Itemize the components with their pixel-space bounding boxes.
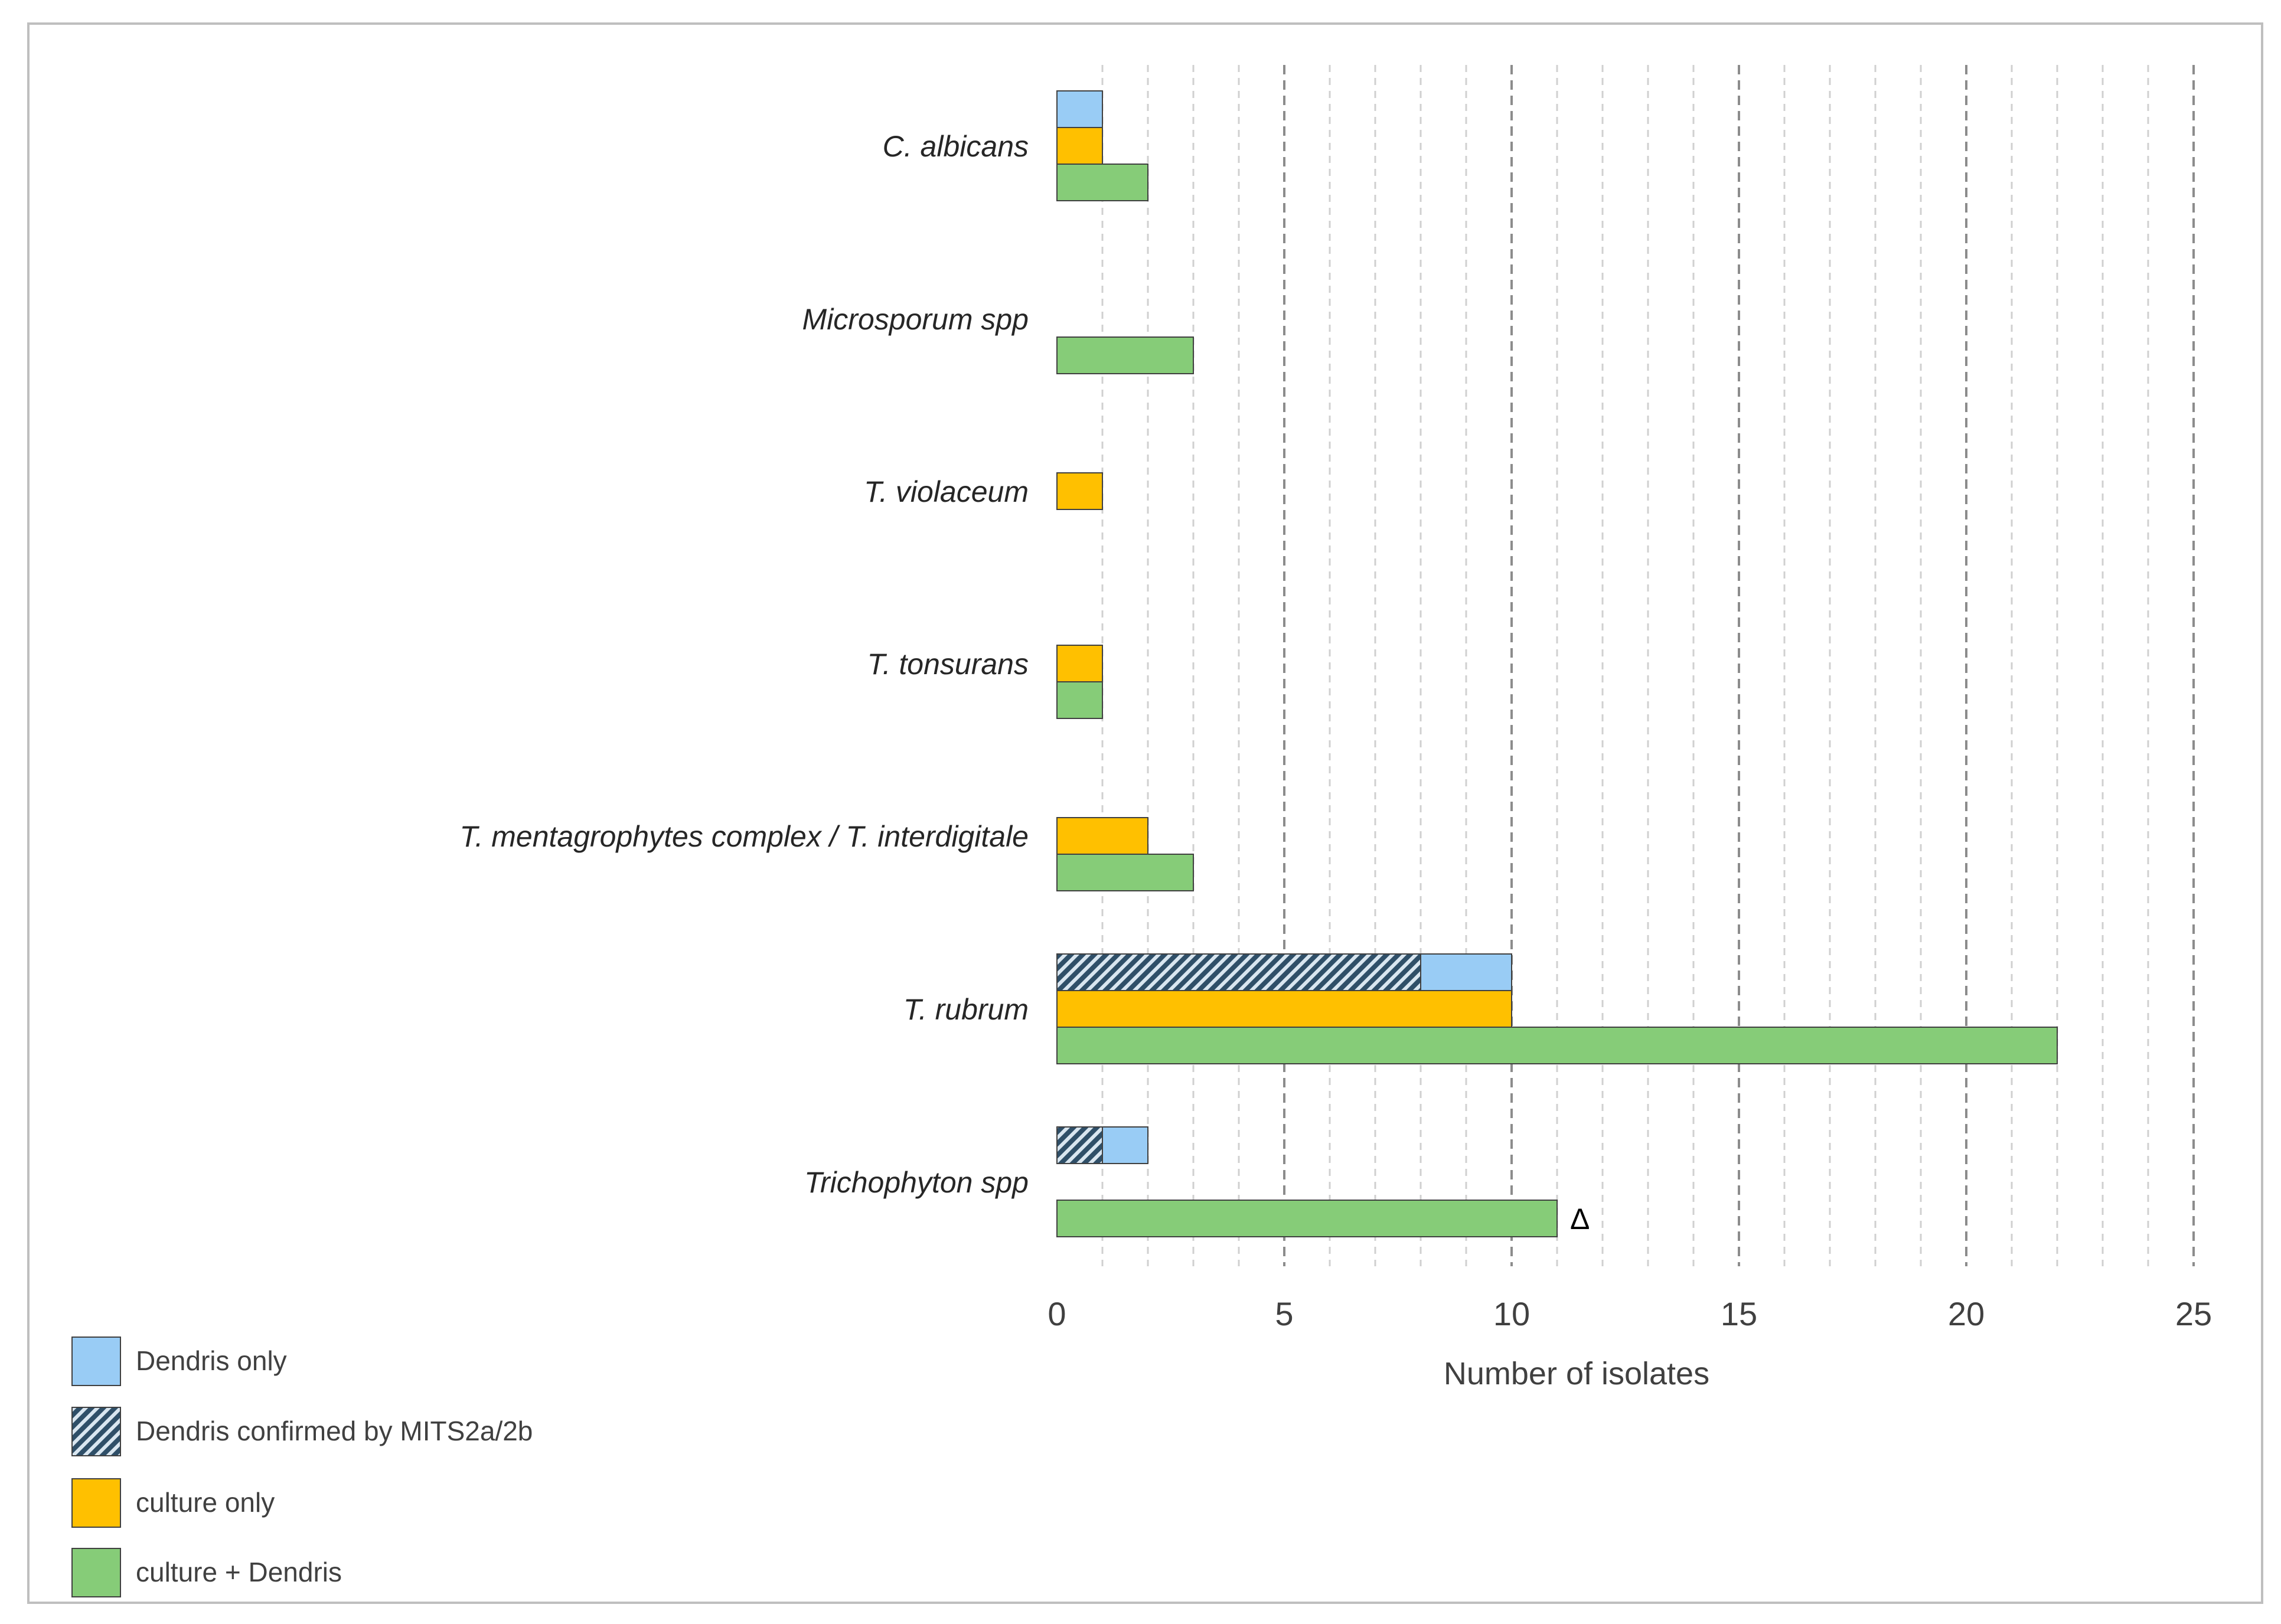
legend-swatch	[71, 1337, 121, 1386]
x-tick-label: 0	[1048, 1295, 1066, 1332]
bar-dendris-confirmed	[1056, 1126, 1103, 1164]
bar-dendris-only	[1056, 90, 1103, 128]
bar-culture-only	[1056, 990, 1512, 1028]
bar-culture-only	[1056, 472, 1103, 510]
chart-border	[27, 22, 2263, 1604]
category-label: C. albicans	[883, 130, 1029, 163]
legend-label: Dendris only	[136, 1345, 287, 1376]
legend-swatch	[71, 1478, 121, 1528]
legend: Dendris only Dendris confirmed by MITS2a/…	[71, 1337, 533, 1597]
category-label: Trichophyton spp	[804, 1166, 1029, 1199]
x-tick-label: 20	[1948, 1295, 1985, 1332]
bar-culture-only	[1056, 817, 1148, 855]
bar-dendris-only	[1102, 1126, 1148, 1164]
bar-culture-only	[1056, 127, 1103, 165]
legend-label: Dendris confirmed by MITS2a/2b	[136, 1416, 533, 1446]
bar-culture-dendris	[1056, 1200, 1558, 1237]
gridlines	[1101, 65, 2195, 1266]
legend-label: culture only	[136, 1487, 275, 1518]
category-labels: C. albicans Microsporum spp T. violaceum T.…	[460, 130, 1029, 1199]
legend-swatch	[71, 1407, 121, 1456]
bar-culture-dendris	[1056, 854, 1194, 891]
category-label: T. rubrum	[903, 993, 1029, 1026]
bar-culture-dendris	[1056, 164, 1148, 201]
x-tick-label: 25	[2175, 1295, 2212, 1332]
x-tick-label: 15	[1721, 1295, 1757, 1332]
bar-dendris-only	[1420, 953, 1512, 991]
bar-annotation-delta: Δ	[1570, 1203, 1590, 1236]
x-tick-label: 5	[1275, 1295, 1293, 1332]
legend-swatch	[71, 1548, 121, 1597]
x-axis-ticks: 0 5 10 15 20 25	[1048, 1295, 2212, 1332]
bar-culture-dendris	[1056, 681, 1103, 719]
bar-culture-dendris	[1056, 1027, 2058, 1064]
legend-label: culture + Dendris	[136, 1557, 342, 1587]
category-label: T. tonsurans	[867, 648, 1029, 681]
category-label: T. mentagrophytes complex / T. interdigi…	[460, 820, 1029, 853]
x-tick-label: 10	[1493, 1295, 1530, 1332]
x-axis-label: Number of isolates	[1444, 1356, 1709, 1391]
category-label: Microsporum spp	[802, 303, 1029, 336]
bar-culture-only	[1056, 645, 1103, 682]
bar-dendris-confirmed	[1056, 953, 1421, 991]
category-label: T. violaceum	[864, 475, 1029, 508]
bar-culture-dendris	[1056, 336, 1194, 374]
bars	[1056, 90, 2058, 1237]
annotations: Δ	[1570, 1203, 1590, 1236]
